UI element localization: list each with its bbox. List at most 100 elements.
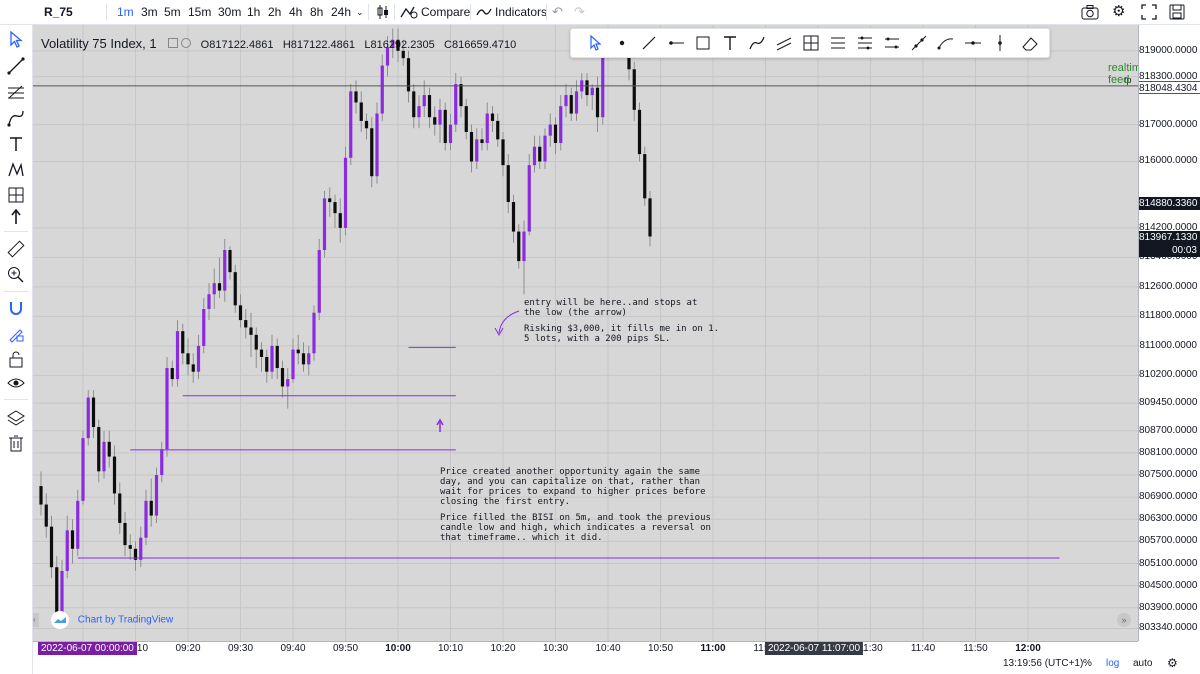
interval-24h[interactable]: 24h [331, 5, 352, 19]
chart-pane[interactable]: tp Volatility 75 Index, 1 O817122.4861 H… [33, 25, 1147, 641]
layers-icon[interactable] [6, 408, 26, 428]
price-tick-label: 806300.0000 [1139, 513, 1198, 525]
cursor-time-flag: 2022-06-07 11:07:00 [764, 642, 864, 656]
bear-candle [595, 87, 600, 118]
percent-toggle[interactable]: % [1083, 658, 1092, 669]
price-axis[interactable]: 803340.0000 803900.0000 804500.0000 805100.… [1138, 25, 1200, 641]
eraser-icon[interactable] [1020, 33, 1040, 53]
bear-candle [538, 146, 542, 162]
gann-icon[interactable] [882, 33, 902, 53]
interval-2h[interactable]: 2h [268, 5, 282, 19]
interval-4h[interactable]: 4h [289, 5, 303, 19]
bear-candle [517, 231, 521, 262]
price-tick-label: 805100.0000 [1139, 557, 1198, 569]
annotation-line: Price created another opportunity again … [440, 467, 701, 477]
compare-button[interactable]: Compare [421, 5, 471, 19]
bull-candle [165, 368, 169, 450]
interval-30m[interactable]: 30m [218, 5, 242, 19]
trend-line-icon[interactable] [639, 33, 659, 53]
ruler-icon[interactable] [6, 239, 26, 259]
trend-line-icon[interactable] [6, 56, 26, 76]
fullscreen-icon[interactable] [1141, 4, 1157, 20]
text-tool-icon[interactable] [720, 33, 740, 53]
time-axis[interactable]: 12:0011:5011:4011:3011:2011:1011:0010:50… [33, 641, 1138, 656]
text-tool-icon[interactable] [6, 134, 26, 154]
bull-candle [522, 231, 526, 262]
interval-15m[interactable]: 15m [188, 5, 212, 19]
trash-icon[interactable] [6, 433, 26, 453]
bull-candle [349, 91, 353, 158]
lock-icon[interactable] [6, 349, 26, 369]
bear-candle [333, 202, 337, 214]
rectangle-icon[interactable] [693, 33, 713, 53]
legend-settings-icon[interactable] [181, 38, 192, 48]
compare-icon[interactable] [400, 4, 418, 20]
bear-candle [49, 526, 54, 568]
bull-candle [144, 500, 148, 538]
brush-icon[interactable] [6, 108, 26, 128]
save-image-icon[interactable] [1169, 4, 1185, 20]
bull-candle [286, 379, 290, 387]
cursor-arrow-icon[interactable] [585, 33, 605, 53]
bear-candle [228, 250, 232, 273]
eye-icon[interactable] [6, 373, 26, 393]
interval-1h[interactable]: 1h [247, 5, 261, 19]
indicators-icon[interactable] [476, 4, 492, 20]
chart-legend: Volatility 75 Index, 1 O817122.4861 H817… [41, 36, 516, 51]
stay-in-drawing-mode-icon[interactable] [6, 324, 26, 344]
bull-candle [343, 157, 348, 228]
camera-icon[interactable] [1081, 4, 1099, 20]
settings-gear-icon[interactable]: ⚙ [1112, 3, 1126, 20]
bull-candle [422, 95, 426, 107]
clock-timezone[interactable]: 13:19:56 (UTC+1) [1003, 658, 1084, 669]
extended-line-icon[interactable] [909, 33, 929, 53]
interval-3m[interactable]: 3m [141, 5, 158, 19]
legend-open: O817122.4861 [200, 39, 274, 51]
pitchfork-icon[interactable] [855, 33, 875, 53]
arrow-up-icon[interactable] [6, 207, 26, 227]
log-toggle[interactable]: log [1106, 658, 1120, 669]
interval-5m[interactable]: 5m [164, 5, 181, 19]
scroll-to-realtime-icon[interactable]: » [1117, 613, 1131, 627]
auto-toggle[interactable]: auto [1133, 658, 1153, 669]
annotation-line: closing the first entry. [440, 497, 571, 507]
scroll-left-icon[interactable]: ‹ [33, 613, 39, 627]
bear-candle [280, 368, 285, 387]
zoom-in-icon[interactable] [6, 265, 26, 285]
prediction-tool-icon[interactable] [6, 185, 26, 205]
annotation-line: candle low and high, which indicates a r… [440, 523, 711, 533]
symbol-search[interactable]: R_75 [44, 5, 73, 19]
curved-arrow-head [494, 327, 504, 337]
price-tick-label: 808700.0000 [1139, 424, 1198, 436]
dot-icon[interactable] [612, 33, 632, 53]
undo-icon[interactable]: ↶ [552, 4, 563, 19]
candle-style-icon[interactable] [376, 4, 390, 20]
legend-hide-icon[interactable] [167, 38, 178, 48]
parallel-channel-icon[interactable] [774, 33, 794, 53]
grid-tool-icon[interactable] [801, 33, 821, 53]
intervals-dropdown-icon[interactable]: ⌄ [356, 7, 364, 17]
tradingview-watermark[interactable]: Chart by TradingView [51, 611, 173, 629]
bear-candle [254, 334, 258, 350]
axis-settings-gear-icon[interactable]: ⚙ [1167, 656, 1178, 670]
interval-8h[interactable]: 8h [310, 5, 324, 19]
fib-levels-icon[interactable] [828, 33, 848, 53]
bull-candle [454, 84, 458, 125]
time-tick-label: 11:40 [910, 643, 936, 654]
magnet-icon[interactable] [6, 298, 26, 318]
horizontal-ray-icon[interactable] [666, 33, 686, 53]
pattern-tool-icon[interactable] [6, 160, 26, 180]
brush-icon[interactable] [747, 33, 767, 53]
bear-candle [296, 349, 300, 354]
interval-1m[interactable]: 1m [117, 5, 134, 19]
bull-candle [601, 50, 605, 118]
legend-title: Volatility 75 Index, 1 [41, 36, 157, 51]
cursor-arrow-icon[interactable] [6, 29, 26, 49]
vertical-line-icon[interactable] [990, 33, 1010, 53]
redo-icon[interactable]: ↷ [574, 4, 585, 19]
curve-icon[interactable] [936, 33, 956, 53]
horizontal-line-icon[interactable] [963, 33, 983, 53]
bear-candle [627, 47, 631, 70]
fib-retracement-icon[interactable] [6, 82, 26, 102]
indicators-button[interactable]: Indicators [495, 5, 548, 19]
